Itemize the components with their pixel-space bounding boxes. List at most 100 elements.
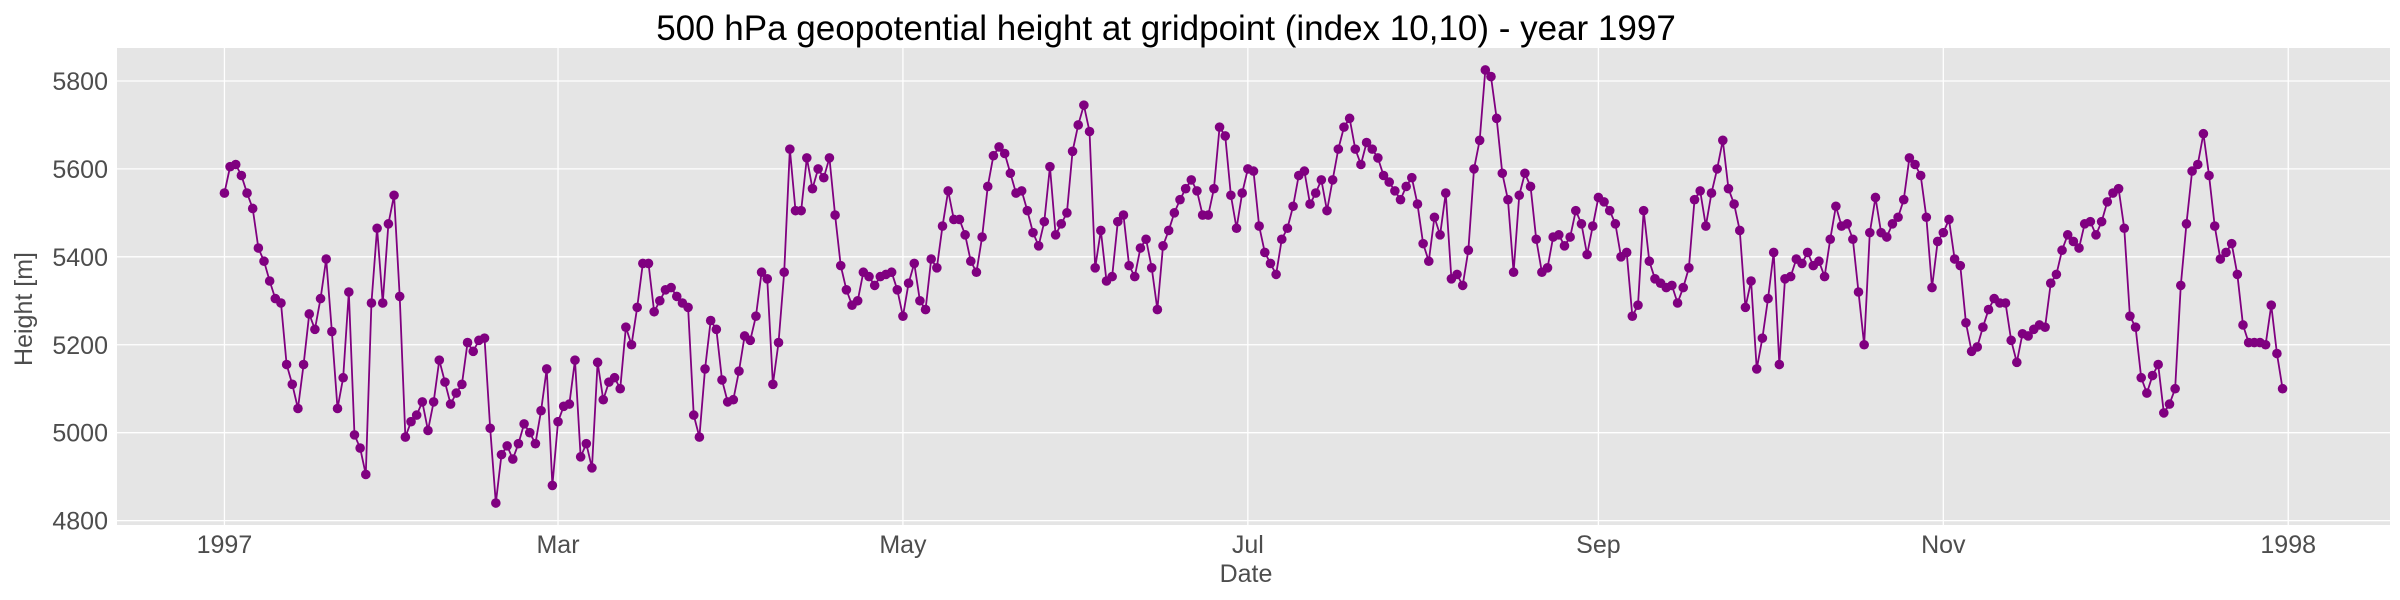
data-point: [423, 425, 433, 436]
data-point: [394, 291, 405, 302]
data-point: [1955, 260, 1966, 271]
data-point: [1384, 177, 1394, 187]
x-tick-label: Jul: [1232, 531, 1264, 559]
data-point: [2215, 254, 2226, 264]
data-point: [2057, 245, 2067, 256]
data-point: [1582, 249, 1592, 260]
data-point: [1226, 190, 1236, 201]
data-point: [824, 153, 835, 163]
data-point: [785, 144, 795, 154]
data-point: [2045, 278, 2056, 289]
data-point: [1474, 135, 1485, 146]
data-point: [2277, 383, 2288, 394]
data-point: [621, 322, 631, 332]
data-point: [1644, 256, 1655, 267]
data-point: [768, 379, 778, 390]
data-point: [909, 258, 920, 269]
data-point: [1491, 113, 1502, 124]
data-point: [802, 153, 812, 163]
data-point: [530, 438, 541, 449]
data-point: [2272, 348, 2282, 359]
data-point: [2266, 300, 2277, 310]
data-point: [1113, 216, 1123, 227]
data-point: [2153, 359, 2163, 370]
data-point: [547, 480, 558, 491]
data-point: [1859, 339, 1869, 350]
data-point: [344, 287, 354, 297]
data-point: [536, 405, 546, 416]
chart-title: 500 hPa geopotential height at gridpoint…: [656, 9, 1676, 48]
data-point: [372, 223, 382, 234]
data-point: [2198, 128, 2209, 139]
data-point: [705, 315, 716, 326]
data-point: [1486, 71, 1496, 82]
data-point: [1706, 188, 1717, 198]
data-point: [2142, 388, 2152, 398]
data-point: [671, 291, 682, 302]
data-point: [818, 172, 829, 183]
data-point: [988, 150, 999, 161]
data-point: [1440, 188, 1451, 198]
y-tick-label: 4800: [52, 508, 108, 536]
data-point: [1378, 170, 1389, 181]
data-point: [1508, 267, 1519, 278]
data-point: [400, 432, 411, 442]
data-point: [1096, 225, 1106, 236]
y-tick-label: 5600: [52, 156, 108, 184]
data-point: [1932, 236, 1943, 247]
data-point: [915, 295, 925, 306]
data-point: [406, 416, 416, 427]
data-point: [2221, 247, 2231, 258]
data-point: [711, 324, 722, 335]
data-point: [643, 258, 654, 269]
data-point: [1056, 219, 1067, 229]
data-point: [2091, 230, 2101, 240]
data-point: [1192, 186, 1202, 196]
data-point: [1073, 120, 1084, 130]
x-tick-label: Mar: [536, 531, 579, 559]
data-point: [1723, 183, 1734, 194]
data-point: [1050, 230, 1061, 240]
data-point: [1084, 126, 1095, 137]
data-point: [655, 295, 665, 306]
data-point: [2130, 322, 2141, 332]
data-point: [700, 364, 710, 374]
data-point: [377, 298, 388, 308]
data-point: [468, 346, 479, 357]
data-point: [1175, 194, 1185, 205]
data-point: [982, 181, 993, 192]
data-point: [745, 335, 756, 346]
data-point: [2238, 320, 2248, 330]
data-point: [1079, 100, 1089, 110]
data-point: [694, 432, 705, 442]
data-point: [2204, 170, 2214, 181]
data-point: [683, 302, 693, 313]
data-point: [1288, 201, 1298, 212]
data-point: [2232, 269, 2243, 280]
data-point: [508, 454, 518, 464]
data-point: [1621, 247, 1632, 258]
data-point: [1373, 153, 1383, 163]
data-point: [304, 309, 315, 319]
data-point: [1944, 214, 1954, 225]
data-point: [762, 274, 773, 284]
y-tick-label: 5400: [52, 244, 108, 272]
data-point: [287, 379, 298, 390]
data-point: [830, 210, 840, 220]
data-point: [1729, 199, 1739, 209]
data-point: [1124, 260, 1134, 271]
data-point: [1237, 188, 1247, 198]
data-point: [688, 410, 699, 420]
data-point: [1033, 241, 1044, 251]
data-point: [1028, 227, 1038, 238]
data-point: [1514, 190, 1525, 201]
data-point: [462, 337, 473, 348]
data-point: [1672, 298, 1683, 308]
data-point: [242, 188, 252, 198]
data-point: [2012, 357, 2022, 368]
data-point: [2051, 269, 2062, 280]
data-point: [1107, 271, 1117, 282]
data-point: [1746, 276, 1756, 286]
data-point: [1910, 159, 1920, 170]
